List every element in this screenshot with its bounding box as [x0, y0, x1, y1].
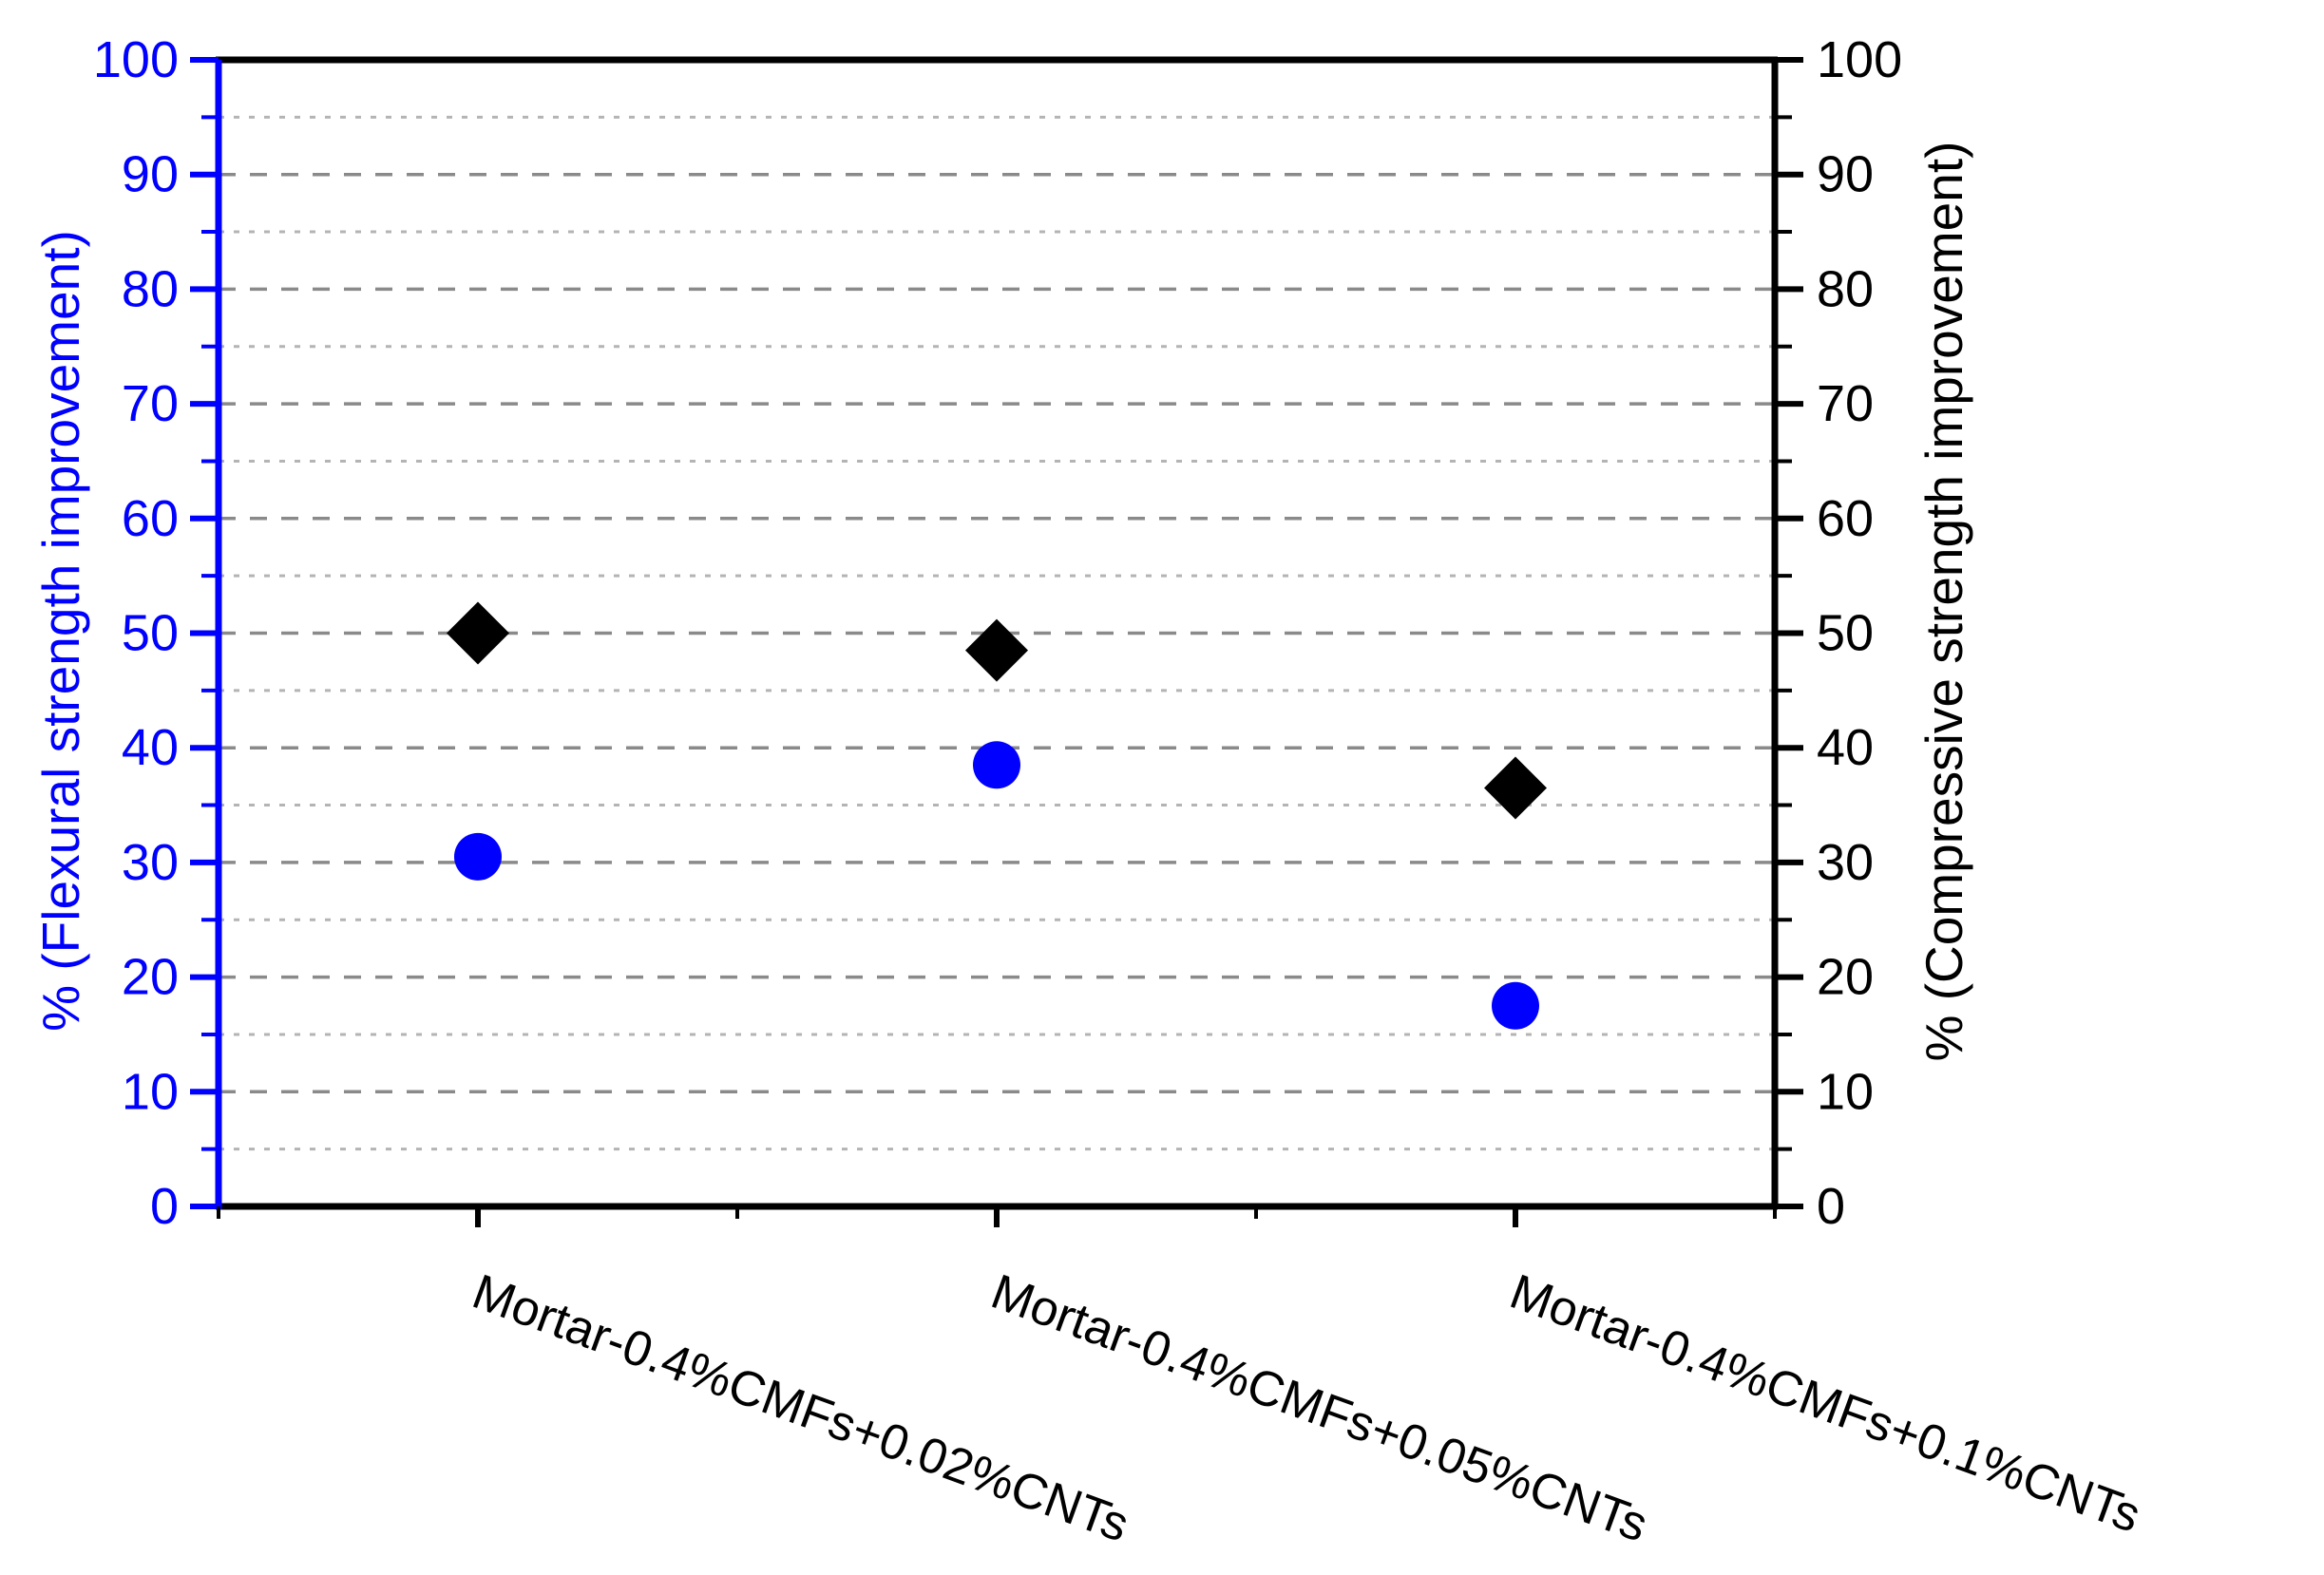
left-axis-tick-label: 70	[122, 375, 179, 432]
left-axis-tick-label: 80	[122, 260, 179, 317]
compressive-data-point-diamond	[1484, 756, 1547, 820]
flexural-data-point-circle	[1492, 981, 1539, 1030]
left-axis-tick-label: 40	[122, 719, 179, 776]
right-axis-tick-label: 0	[1817, 1178, 1845, 1235]
right-axis-tick-label: 70	[1817, 375, 1874, 432]
right-axis-tick-label: 60	[1817, 490, 1874, 547]
right-axis-tick-label: 90	[1817, 146, 1874, 203]
right-axis-tick-label: 50	[1817, 605, 1874, 662]
left-axis-tick-label: 20	[122, 949, 179, 1006]
left-axis-tick-label: 30	[122, 834, 179, 891]
left-axis-tick-label: 10	[122, 1063, 179, 1120]
left-axis-tick-label: 90	[122, 146, 179, 203]
flexural-data-point-circle	[973, 741, 1020, 789]
left-axis-tick-label: 0	[150, 1178, 179, 1235]
compressive-data-point-diamond	[965, 618, 1028, 682]
right-axis-title: % (Compressive strength improvement)	[1914, 142, 1973, 1062]
right-axis-tick-label: 40	[1817, 719, 1874, 776]
left-axis-tick-label: 60	[122, 490, 179, 547]
left-axis-title: % (Flexural strength improvement)	[31, 230, 90, 1032]
left-axis-tick-label: 50	[122, 605, 179, 662]
right-axis-tick-label: 30	[1817, 834, 1874, 891]
right-axis-tick-label: 20	[1817, 949, 1874, 1006]
left-axis-tick-label: 100	[93, 31, 179, 88]
right-axis-tick-label: 80	[1817, 260, 1874, 317]
flexural-data-point-circle	[454, 832, 502, 881]
right-axis-tick-label: 100	[1817, 31, 1902, 88]
compressive-data-point-diamond	[447, 601, 509, 665]
right-axis-tick-label: 10	[1817, 1063, 1874, 1120]
